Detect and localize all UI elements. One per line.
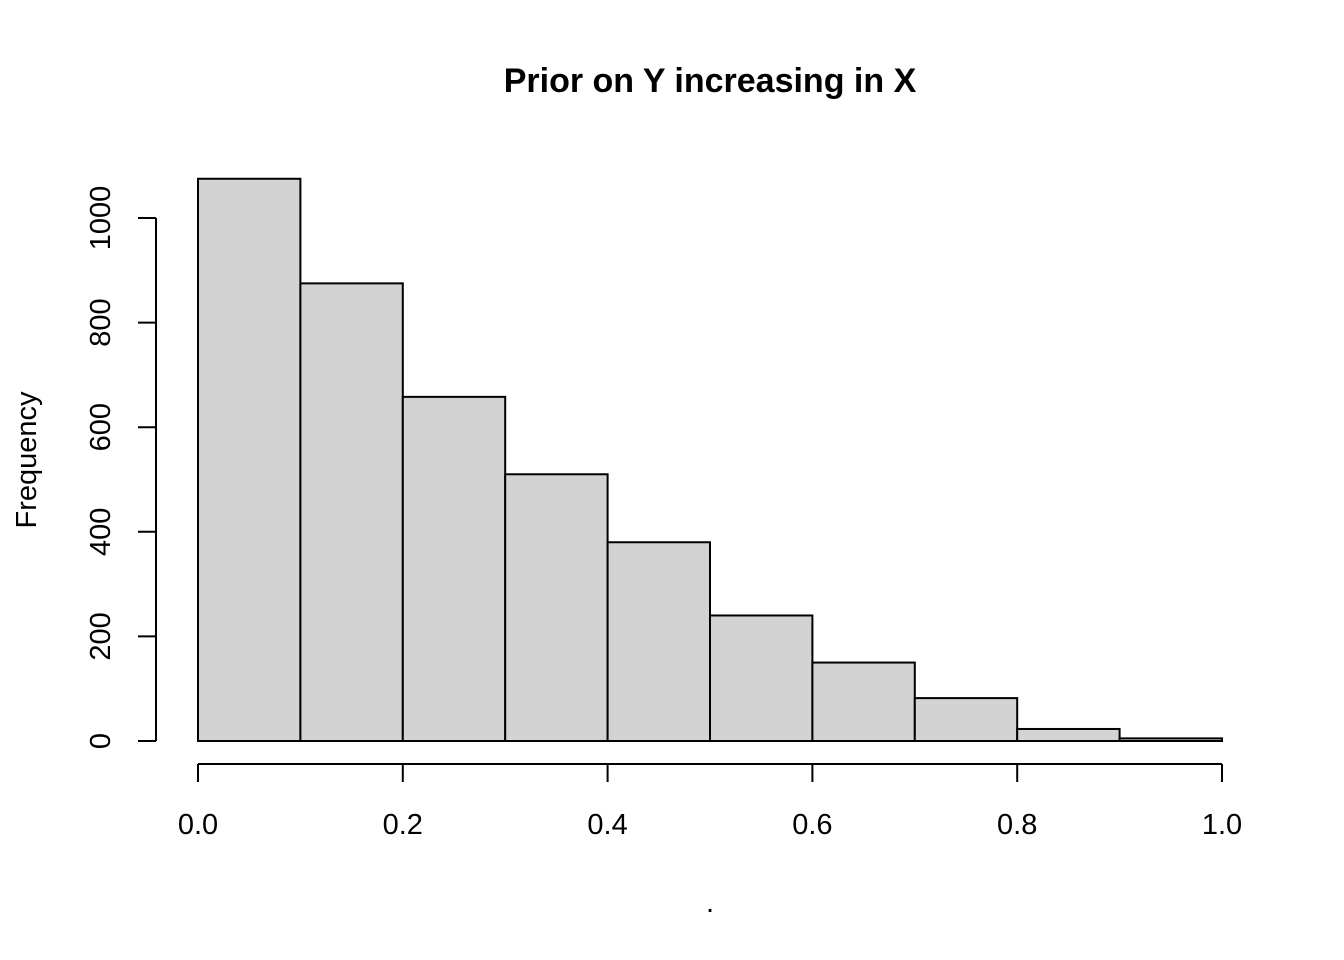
histogram-bar-5	[606, 541, 711, 743]
y-tick-label-2: 400	[85, 508, 117, 556]
y-tick-label-0: 0	[85, 733, 117, 749]
y-axis: 0 200 400 600 800 1000	[85, 186, 157, 749]
x-tick-label-1: 0.2	[383, 809, 423, 841]
x-tick-label-0: 0.0	[178, 809, 218, 841]
chart-title: Prior on Y increasing in X	[504, 62, 917, 100]
histogram-bar-3	[401, 395, 507, 742]
y-tick-label-4: 800	[85, 298, 117, 346]
x-tick-label-5: 1.0	[1202, 809, 1242, 841]
x-tick-label-4: 0.8	[997, 809, 1037, 841]
bars-group	[197, 177, 1223, 743]
histogram-bar-2	[299, 282, 404, 742]
histogram-bar-7	[811, 661, 916, 742]
y-tick-label-1: 200	[85, 612, 117, 660]
histogram-bar-9	[1016, 727, 1121, 743]
x-tick-label-2: 0.4	[587, 809, 627, 841]
histogram-bar-6	[709, 614, 814, 742]
histogram-bar-8	[913, 697, 1019, 743]
y-tick-label-5: 1000	[85, 186, 117, 251]
y-axis-label: Frequency	[11, 391, 43, 529]
y-tick-label-3: 600	[85, 403, 117, 451]
x-axis: 0.0 0.2 0.4 0.6 0.8 1.0	[178, 763, 1242, 841]
histogram-bar-1	[197, 177, 302, 742]
histogram-bar-10	[1118, 737, 1223, 743]
histogram-bar-4	[504, 473, 609, 742]
x-axis-label: .	[706, 887, 714, 919]
x-tick-label-3: 0.6	[792, 809, 832, 841]
